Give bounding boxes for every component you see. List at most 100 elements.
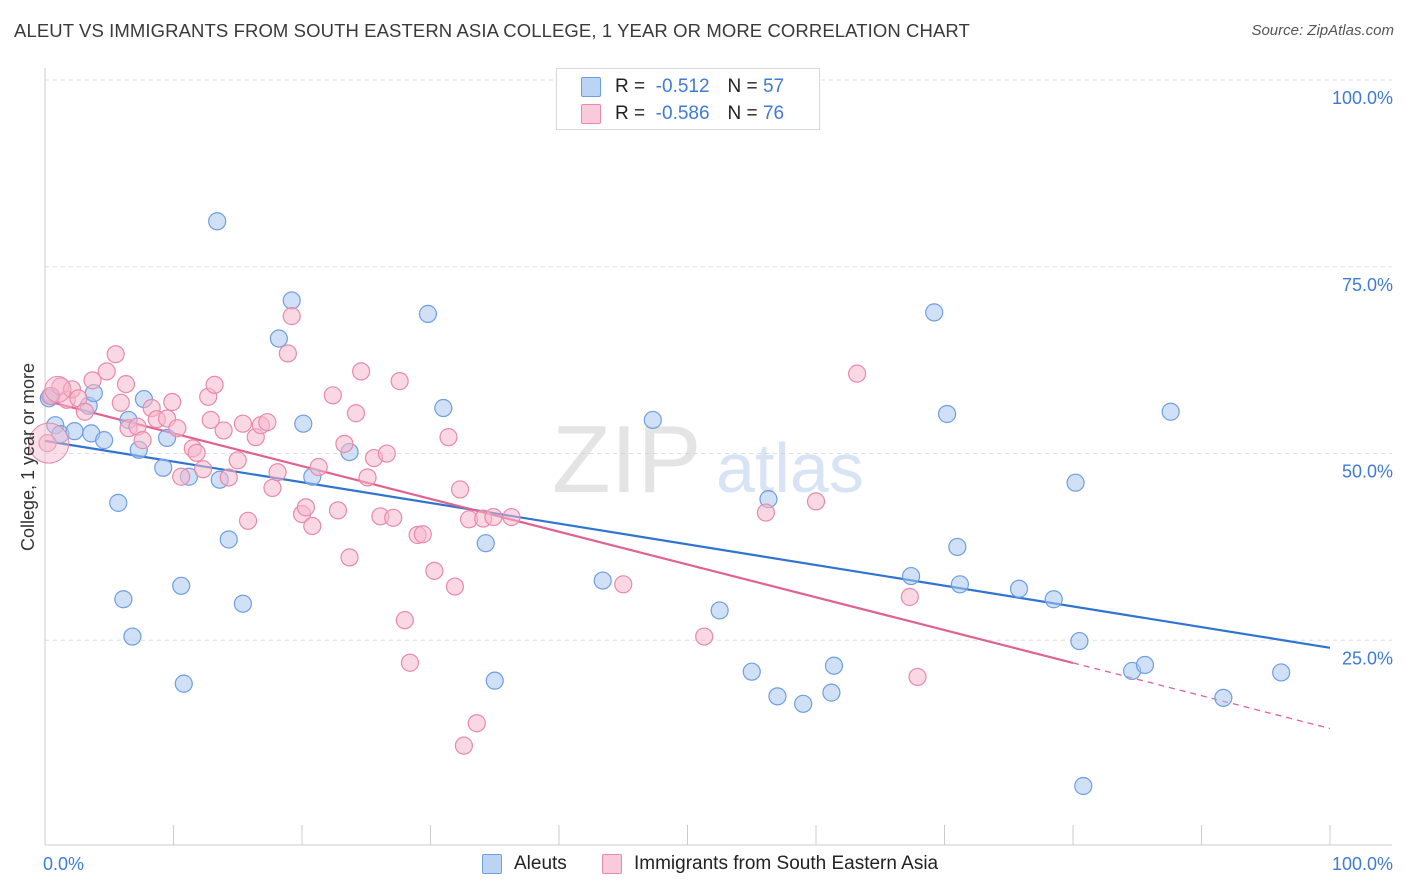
immigrant-point	[400, 653, 420, 672]
immigrant-point	[484, 507, 503, 527]
aleut-point	[208, 212, 227, 231]
immigrant-point	[258, 413, 277, 432]
aleut-trend-line	[44, 439, 1331, 649]
immigrant-point	[268, 463, 287, 482]
y-tick-label: 75.0%	[1342, 275, 1393, 295]
aleut-point	[1161, 402, 1180, 421]
immigrant-point	[848, 364, 867, 383]
aleut-point	[1044, 590, 1063, 609]
immigrant-point	[352, 362, 371, 381]
immigrant-point	[282, 307, 301, 326]
aleut-point	[282, 291, 301, 310]
aleut-point	[95, 431, 114, 450]
immigrant-point	[309, 457, 328, 477]
bottom-legend-label-aleuts: Aleuts	[514, 853, 567, 874]
immigrant-point	[201, 410, 220, 430]
bottom-legend-swatch-immigrants	[602, 854, 622, 874]
immigrant-point	[450, 480, 470, 499]
watermark-zip: ZIP	[552, 406, 701, 513]
aleut-point	[822, 683, 841, 702]
aleut-point	[1074, 776, 1093, 796]
x-tick-label-min: 0.0%	[43, 854, 84, 874]
aleut-point	[65, 422, 84, 441]
aleut-point	[1214, 688, 1233, 707]
bottom-legend-label-immigrants: Immigrants from South Eastern Asia	[634, 853, 939, 874]
legend-row-aleuts: R = -0.512 N = 57	[581, 74, 784, 100]
immigrant-point	[238, 511, 258, 530]
immigrant-point	[328, 501, 348, 520]
immigrant-trend-line	[44, 399, 1074, 664]
aleut-point	[643, 410, 662, 430]
legend-n-label: N =	[727, 103, 758, 124]
aleut-point	[1272, 663, 1291, 682]
immigrant-point	[806, 492, 826, 511]
immigrant-point	[335, 434, 354, 453]
aleut-point	[1009, 579, 1029, 598]
immigrant-point	[384, 508, 403, 527]
aleut-point	[950, 575, 970, 594]
gridlines	[45, 79, 1392, 641]
immigrant-point	[228, 451, 247, 470]
immigrant-point	[425, 561, 444, 580]
aleut-point	[1066, 473, 1085, 492]
aleut-point	[794, 694, 813, 713]
immigrant-point	[502, 507, 521, 527]
watermark-atlas: atlas	[716, 429, 864, 507]
immigrant-point	[390, 372, 409, 391]
aleut-point	[742, 662, 761, 681]
aleut-point	[1135, 655, 1155, 675]
aleut-point	[901, 566, 921, 586]
immigrant-point	[439, 428, 458, 447]
immigrant-point	[900, 587, 919, 607]
aleut-point	[114, 590, 133, 609]
immigrant-trend-extension	[1072, 662, 1331, 730]
immigrant-point	[219, 468, 238, 487]
immigrant-point	[346, 404, 366, 423]
immigrant-point	[106, 345, 125, 364]
y-tick-label: 25.0%	[1342, 648, 1393, 668]
legend-r-label: R =	[615, 76, 646, 97]
aleut-point	[485, 671, 504, 690]
legend-n-value: 57	[762, 76, 785, 97]
legend-r-value: -0.512	[655, 76, 710, 97]
immigrant-point	[395, 611, 414, 630]
immigrant-point	[695, 627, 714, 646]
legend-n-value: 76	[762, 103, 785, 124]
immigrant-point	[193, 460, 213, 479]
immigrant-point	[756, 503, 775, 522]
tick-labels: 25.0% 50.0% 75.0% 100.0% 0.0% 100.0%	[43, 88, 1393, 874]
aleut-point	[434, 398, 453, 418]
immigrant-point	[614, 575, 633, 594]
immigrant-point	[172, 467, 191, 486]
legend-r-value: -0.586	[655, 103, 710, 124]
immigrant-point	[296, 498, 315, 517]
aleut-point	[710, 601, 729, 620]
aleut-point	[418, 304, 438, 323]
aleut-point	[123, 627, 142, 646]
immigrant-point	[116, 375, 136, 394]
immigrant-point	[303, 516, 322, 536]
aleut-point	[948, 537, 967, 557]
immigrant-point	[28, 422, 70, 464]
immigrant-point	[168, 419, 187, 438]
immigrant-point	[187, 443, 206, 462]
immigrant-point	[111, 393, 130, 412]
immigrant-point	[75, 402, 94, 421]
aleut-point	[476, 534, 495, 553]
axes	[44, 68, 1392, 846]
immigrant-point	[83, 371, 102, 390]
aleut-point	[937, 404, 957, 424]
immigrant-point	[263, 478, 282, 498]
immigrant-point	[233, 414, 252, 433]
correlation-legend: R = -0.512 N = 57 R = -0.586 N = 76	[556, 68, 820, 130]
aleut-point	[294, 414, 313, 433]
immigrant-point	[133, 431, 152, 450]
aleut-point	[172, 576, 191, 595]
bottom-legend-immigrants: Immigrants from South Eastern Asia	[602, 852, 938, 876]
trend-lines	[44, 399, 1331, 730]
immigrant-point	[467, 714, 486, 733]
immigrant-point	[454, 736, 474, 755]
source-credit: Source: ZipAtlas.com	[1251, 22, 1394, 39]
legend-row-immigrants: R = -0.586 N = 76	[581, 101, 784, 127]
